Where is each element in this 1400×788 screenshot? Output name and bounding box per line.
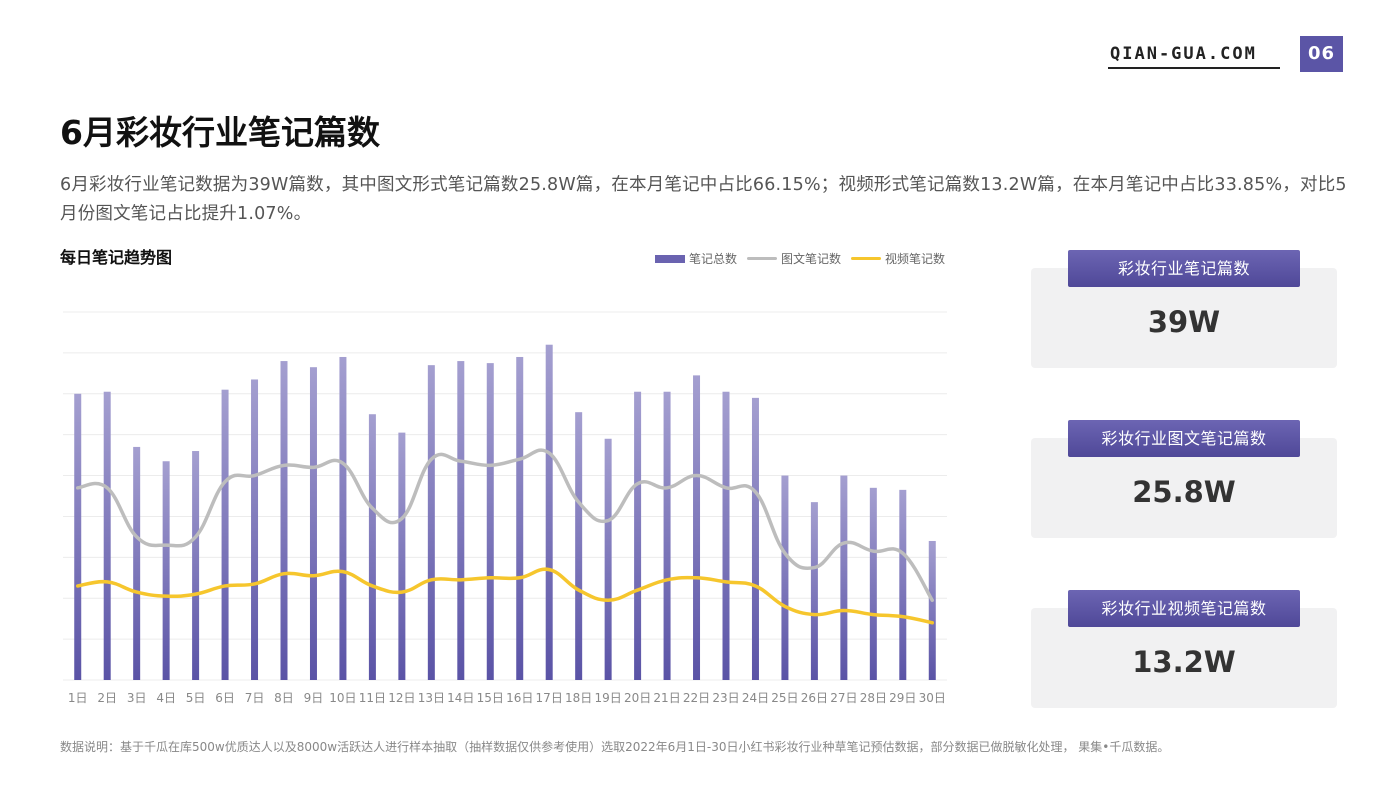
bar-total-12 xyxy=(398,432,406,680)
x-tick-label: 5日 xyxy=(186,691,206,705)
bar-total-27 xyxy=(840,475,848,680)
x-tick-label: 29日 xyxy=(889,691,916,705)
x-axis-ticks: 1日 2日 3日 4日 5日 6日 7日 8日 9日 10日 11日 12日 13日 14日 15日 16日 1… xyxy=(68,691,946,705)
x-tick-label: 20日 xyxy=(624,691,651,705)
x-tick-label: 13日 xyxy=(418,691,445,705)
legend-label-video: 视频笔记数 xyxy=(885,252,946,266)
x-tick-label: 15日 xyxy=(477,691,504,705)
x-tick-label: 9日 xyxy=(304,691,324,705)
page-number-badge: 06 xyxy=(1300,36,1343,72)
stat-card-total-label: 彩妆行业笔记篇数 xyxy=(1068,250,1300,287)
x-tick-label: 12日 xyxy=(388,691,415,705)
x-tick-label: 11日 xyxy=(359,691,386,705)
x-tick-label: 27日 xyxy=(830,691,857,705)
x-tick-label: 2日 xyxy=(97,691,117,705)
bar-total-20 xyxy=(634,391,642,680)
bar-total-3 xyxy=(133,446,141,680)
bar-total-1 xyxy=(74,393,82,680)
bar-total-9 xyxy=(309,367,317,680)
x-tick-label: 8日 xyxy=(274,691,294,705)
bar-total-26 xyxy=(810,502,818,680)
bar-total-16 xyxy=(516,356,524,680)
stat-card-video-label: 彩妆行业视频笔记篇数 xyxy=(1068,590,1300,627)
page-description: 6月彩妆行业笔记数据为39W篇数，其中图文形式笔记篇数25.8W篇，在本月笔记中… xyxy=(60,175,1347,224)
bar-total-7 xyxy=(251,379,259,680)
x-tick-label: 22日 xyxy=(683,691,710,705)
stat-card-video-value: 13.2W xyxy=(1132,645,1236,679)
x-tick-label: 26日 xyxy=(801,691,828,705)
x-tick-label: 6日 xyxy=(215,691,235,705)
daily-notes-chart: 1日 2日 3日 4日 5日 6日 7日 8日 9日 10日 11日 12日 13日 14日 15日 16日 1… xyxy=(63,311,947,705)
data-footnote: 数据说明：基于千瓜在库500w优质达人以及8000w活跃达人进行样本抽取（抽样数… xyxy=(60,740,1170,754)
bar-series-total xyxy=(74,344,936,680)
legend-item-total: 笔记总数 xyxy=(655,250,737,267)
bar-total-13 xyxy=(427,365,435,680)
legend-swatch-image xyxy=(747,257,778,260)
bar-total-21 xyxy=(663,391,671,680)
x-tick-label: 30日 xyxy=(919,691,946,705)
bar-total-15 xyxy=(486,363,494,680)
legend-item-image: 图文笔记数 xyxy=(747,250,841,267)
stat-card-image-label: 彩妆行业图文笔记篇数 xyxy=(1068,420,1300,457)
bar-total-23 xyxy=(722,391,730,680)
chart-legend: 笔记总数 图文笔记数 视频笔记数 xyxy=(655,250,955,267)
legend-label-image: 图文笔记数 xyxy=(781,252,842,266)
x-tick-label: 28日 xyxy=(860,691,887,705)
bar-total-10 xyxy=(339,356,347,680)
x-tick-label: 1日 xyxy=(68,691,88,705)
x-tick-label: 24日 xyxy=(742,691,769,705)
bar-total-2 xyxy=(103,391,111,680)
stat-card-image-value: 25.8W xyxy=(1132,475,1236,509)
legend-label-total: 笔记总数 xyxy=(689,252,738,266)
x-tick-label: 21日 xyxy=(653,691,680,705)
bar-total-24 xyxy=(751,397,759,680)
bar-total-4 xyxy=(162,461,170,680)
bar-total-8 xyxy=(280,361,288,680)
bar-total-5 xyxy=(192,451,200,680)
bar-total-11 xyxy=(368,414,376,680)
line-series-layer xyxy=(75,448,935,625)
brand-underline xyxy=(1108,67,1280,69)
chart-grid xyxy=(63,311,947,681)
page-title: 6月彩妆行业笔记篇数 xyxy=(60,113,380,152)
bar-total-22 xyxy=(693,375,701,680)
bar-total-17 xyxy=(545,344,553,680)
x-tick-label: 25日 xyxy=(771,691,798,705)
stat-card-total-value: 39W xyxy=(1147,305,1221,339)
x-tick-label: 10日 xyxy=(329,691,356,705)
legend-item-video: 视频笔记数 xyxy=(851,250,945,267)
x-tick-label: 17日 xyxy=(536,691,563,705)
x-tick-label: 14日 xyxy=(447,691,474,705)
x-tick-label: 4日 xyxy=(156,691,176,705)
x-tick-label: 16日 xyxy=(506,691,533,705)
x-tick-label: 3日 xyxy=(127,691,147,705)
brand-logo-text: QIAN-GUA.COM xyxy=(1110,44,1257,64)
bar-total-6 xyxy=(221,389,229,680)
x-tick-label: 23日 xyxy=(712,691,739,705)
line-series-video xyxy=(75,567,935,625)
bar-total-29 xyxy=(899,489,907,680)
legend-swatch-total xyxy=(655,254,685,263)
bar-total-14 xyxy=(457,361,465,680)
x-tick-label: 18日 xyxy=(565,691,592,705)
bar-total-30 xyxy=(928,540,936,680)
bar-total-18 xyxy=(575,412,583,680)
x-tick-label: 7日 xyxy=(245,691,265,705)
line-series-image xyxy=(75,448,935,603)
x-tick-label: 19日 xyxy=(594,691,621,705)
chart-title: 每日笔记趋势图 xyxy=(60,248,173,267)
legend-swatch-video xyxy=(851,257,882,260)
bar-total-28 xyxy=(869,487,877,680)
bar-total-25 xyxy=(781,475,789,680)
bar-total-19 xyxy=(604,438,612,680)
